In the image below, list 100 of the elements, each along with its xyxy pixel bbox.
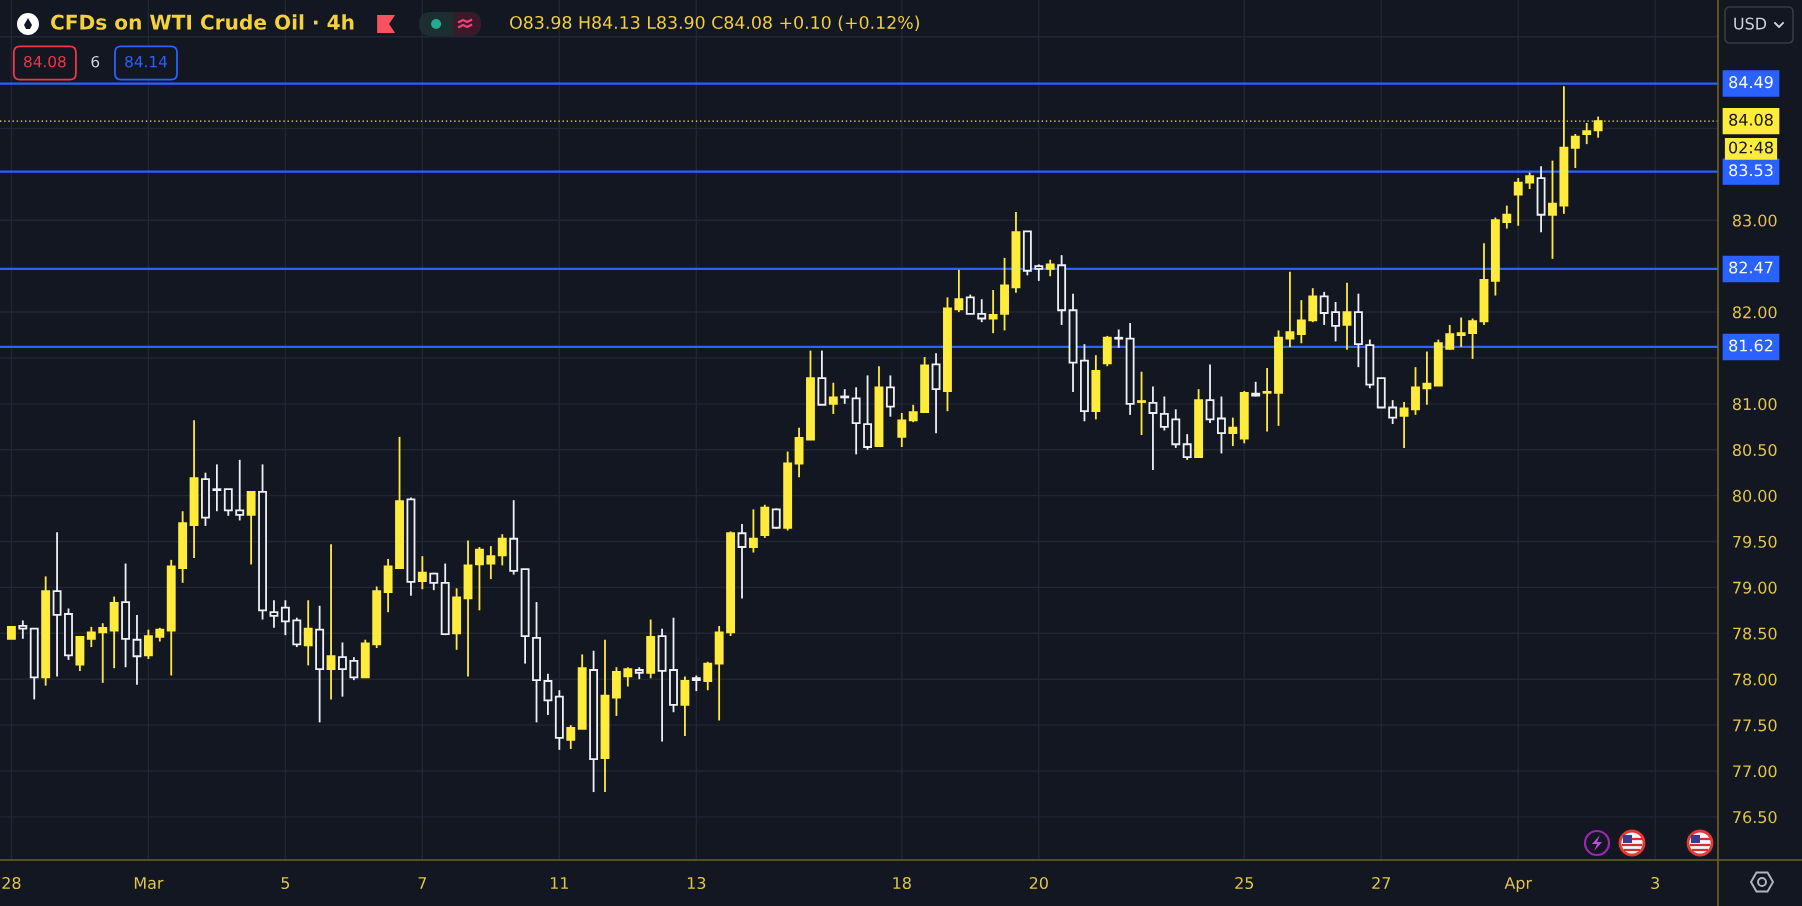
annotation: 84.14 xyxy=(125,55,168,68)
candlestick xyxy=(1319,290,1329,326)
x-tick-label: Apr xyxy=(1504,877,1533,893)
x-tick-label: 11 xyxy=(550,877,569,889)
candlestick xyxy=(349,656,359,682)
candlestick xyxy=(1114,328,1124,349)
ref-line-label: 84.49 xyxy=(1729,76,1773,89)
candlestick xyxy=(486,545,496,581)
y-tick-label: 78.50 xyxy=(1733,627,1777,640)
y-tick-label: 83.00 xyxy=(1732,214,1777,227)
candlestick xyxy=(86,625,96,648)
candlestick xyxy=(1182,433,1192,461)
candlestick xyxy=(1148,385,1158,471)
candlestick xyxy=(566,724,576,750)
candlestick xyxy=(1205,363,1215,425)
candlestick xyxy=(474,546,484,612)
candlestick xyxy=(828,381,838,415)
candlestick xyxy=(897,412,907,448)
y-tick-label: 81.00 xyxy=(1732,398,1777,411)
candlestick xyxy=(1548,159,1557,260)
candlestick xyxy=(1388,399,1398,425)
y-tick-label: 78.00 xyxy=(1733,673,1777,686)
candlestick xyxy=(703,660,713,692)
candlestick xyxy=(1285,270,1295,348)
candlestick xyxy=(417,555,427,591)
y-tick-label: 77.50 xyxy=(1733,719,1777,732)
candlestick xyxy=(1513,177,1523,227)
candlestick xyxy=(1502,204,1512,230)
candlestick xyxy=(1159,395,1169,432)
candlestick xyxy=(1342,281,1352,351)
ref-line-label: 82.47 xyxy=(1729,261,1773,274)
candlestick xyxy=(771,507,781,530)
candlestick xyxy=(1411,366,1420,416)
x-tick-label: 3 xyxy=(1651,876,1660,890)
candlestick xyxy=(954,268,964,313)
candlestick xyxy=(326,543,336,701)
candlestick xyxy=(1422,350,1432,406)
x-tick-label: Mar xyxy=(134,877,164,890)
candlestick xyxy=(132,614,142,686)
x-tick-label: 27 xyxy=(1372,876,1391,889)
candlestick xyxy=(988,289,998,335)
y-tick-label: 82.00 xyxy=(1732,306,1777,319)
candlestick xyxy=(1216,395,1226,455)
candlestick xyxy=(1331,301,1341,343)
candlestick xyxy=(965,293,975,315)
candlestick xyxy=(623,666,633,688)
candlestick xyxy=(497,533,507,567)
candlestick xyxy=(1308,287,1318,324)
candlestick xyxy=(1456,316,1466,348)
candlestick xyxy=(269,599,279,629)
candlestick xyxy=(1468,317,1478,360)
candlestick xyxy=(977,298,987,324)
candlestick xyxy=(292,616,302,648)
candlestick xyxy=(748,508,758,554)
annotation: 6 xyxy=(91,55,100,68)
ref-line-label: 83.53 xyxy=(1729,164,1773,177)
candlestick xyxy=(1582,122,1592,146)
ref-line-label: 81.62 xyxy=(1729,339,1773,352)
x-tick-label: 7 xyxy=(418,877,427,889)
candlestick xyxy=(737,523,747,600)
x-tick-label: 28 xyxy=(2,876,21,890)
candlestick xyxy=(1570,133,1580,169)
x-tick-label: 5 xyxy=(281,877,290,890)
candlestick xyxy=(338,641,347,698)
candlestick xyxy=(680,675,690,737)
x-tick-label: 20 xyxy=(1029,876,1048,890)
y-tick-label: 80.00 xyxy=(1732,489,1777,502)
candlestick xyxy=(280,599,290,637)
y-tick-label: 77.00 xyxy=(1733,765,1777,778)
candlestick xyxy=(1296,299,1306,345)
candlestick xyxy=(98,622,108,684)
y-tick-label: 76.50 xyxy=(1733,811,1777,824)
candlestick xyxy=(52,531,62,678)
candlestick xyxy=(1228,416,1238,447)
candlestick xyxy=(223,488,233,517)
text: 02:48 xyxy=(1729,141,1773,154)
candlestick xyxy=(18,619,28,640)
candlestick xyxy=(246,491,256,566)
candlestick xyxy=(543,672,553,716)
y-axis-title: USD xyxy=(1734,17,1767,30)
candlestick xyxy=(1262,367,1272,433)
x-tick-label: 18 xyxy=(893,876,911,890)
text: CFDs on WTI Crude Oil · 4h xyxy=(51,14,354,30)
candlestick xyxy=(1399,401,1409,449)
x-tick-label: 25 xyxy=(1235,876,1254,890)
annotation: 84.08 xyxy=(24,55,66,68)
y-tick-label: 79.50 xyxy=(1733,535,1777,548)
candlestick xyxy=(863,374,873,451)
candlestick xyxy=(885,374,895,418)
ref-line-label: 84.08 xyxy=(1729,113,1773,126)
candlestick xyxy=(1445,324,1455,351)
candlestick xyxy=(143,628,153,660)
candlestick xyxy=(1137,370,1146,436)
y-tick-label: 79.00 xyxy=(1733,581,1777,594)
x-tick-label: 13 xyxy=(687,876,706,890)
text: O83.98 H84.13 L83.90 C84.08 +0.10 (+0.12%) xyxy=(510,15,919,32)
y-tick-label: 80.50 xyxy=(1732,443,1777,457)
candlestick xyxy=(235,458,245,522)
candlestick xyxy=(303,599,313,667)
candlestick xyxy=(212,463,222,513)
